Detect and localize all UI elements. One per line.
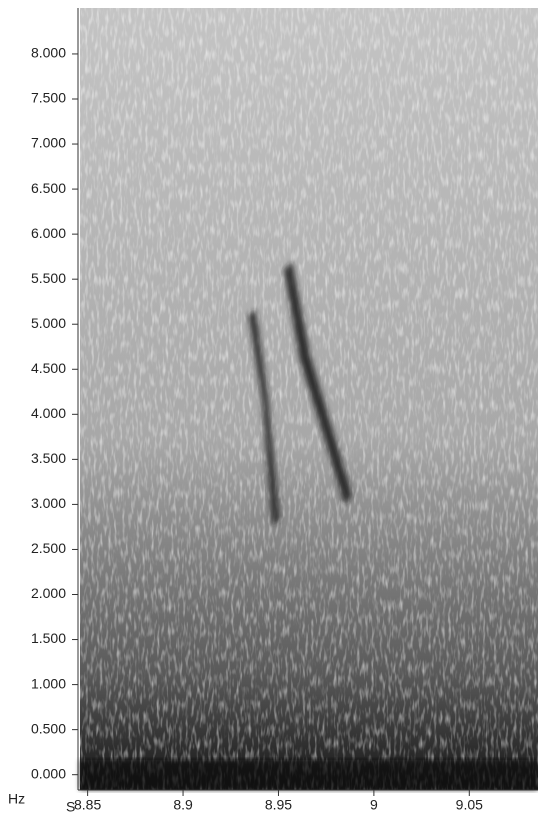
y-tick-label: 7.500 bbox=[31, 90, 66, 106]
y-tick-label: 5.500 bbox=[31, 270, 66, 286]
y-tick-label: 0.500 bbox=[31, 720, 66, 736]
y-tick-label: 6.500 bbox=[31, 180, 66, 196]
x-axis-label: S bbox=[66, 799, 75, 815]
y-tick-label: 2.500 bbox=[31, 540, 66, 556]
y-tick-label: 2.000 bbox=[31, 585, 66, 601]
y-tick-label: 7.000 bbox=[31, 135, 66, 151]
y-tick-label: 6.000 bbox=[31, 225, 66, 241]
x-tick-label: 8.9 bbox=[173, 797, 193, 813]
spectrogram-image bbox=[80, 8, 538, 790]
x-tick-label: 9.05 bbox=[456, 797, 483, 813]
y-axis-label: Hz bbox=[8, 791, 25, 807]
y-tick-label: 3.500 bbox=[31, 450, 66, 466]
y-tick-label: 8.000 bbox=[31, 45, 66, 61]
y-tick-label: 0.000 bbox=[31, 765, 66, 781]
x-tick-label: 8.85 bbox=[74, 797, 101, 813]
x-tick-label: 8.95 bbox=[265, 797, 292, 813]
y-tick-label: 4.500 bbox=[31, 360, 66, 376]
x-tick-label: 9 bbox=[370, 797, 378, 813]
y-tick-label: 4.000 bbox=[31, 405, 66, 421]
y-tick-label: 1.500 bbox=[31, 630, 66, 646]
y-tick-label: 1.000 bbox=[31, 675, 66, 691]
y-tick-label: 3.000 bbox=[31, 495, 66, 511]
y-tick-label: 5.000 bbox=[31, 315, 66, 331]
